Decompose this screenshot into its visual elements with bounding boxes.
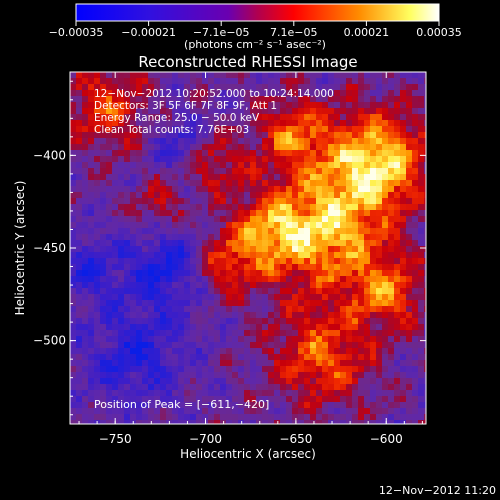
x-tick-label: −600 [370,432,403,446]
colorbar-ticks [75,21,440,26]
x-axis-label: Heliocentric X (arcsec) [180,447,316,461]
colorbar-tick-label: 7.1e−05 [270,26,317,39]
y-tick-label: −400 [33,148,66,162]
colorbar-unit-label: (photons cm⁻² s⁻¹ asec⁻²) [184,38,326,51]
y-tick-label: −450 [33,241,66,255]
peak-position-label: Position of Peak = [−611,−420] [94,398,269,411]
colorbar-tick-label: −0.00021 [121,26,176,39]
colorbar-tick-label: −0.00035 [49,26,104,39]
y-axis-label: Heliocentric Y (arcsec) [13,181,27,316]
x-axis-ticks: −750 −700 −650 −600 [78,72,423,446]
colorbar [75,3,440,22]
x-tick-label: −700 [189,432,222,446]
annotation-line: Energy Range: 25.0 − 50.0 keV [94,112,260,124]
annotation-line: Detectors: 3F 5F 6F 7F 8F 9F, Att 1 [94,100,277,112]
x-tick-label: −650 [279,432,312,446]
y-tick-label: −500 [33,334,66,348]
colorbar-tick-labels: −0.00035 −0.00021 −7.1e−05 7.1e−05 0.00021 0.… [49,26,462,39]
annotation-line: Clean Total counts: 7.76E+03 [94,124,249,136]
annotation-line: 12−Nov−2012 10:20:52.000 to 10:24:14.000 [94,88,334,100]
y-axis-ticks: −400 −450 −500 [33,80,426,416]
colorbar-tick-label: 0.00021 [344,26,390,39]
colorbar-tick-label: 0.00035 [416,26,462,39]
footer-timestamp: 12−Nov−2012 11:20 [379,484,496,497]
x-tick-label: −750 [99,432,132,446]
colorbar-tick-label: −7.1e−05 [193,26,250,39]
annotation-block: 12−Nov−2012 10:20:52.000 to 10:24:14.000… [94,88,334,136]
heatmap-image [70,72,426,424]
chart-title: Reconstructed RHESSI Image [138,53,357,71]
